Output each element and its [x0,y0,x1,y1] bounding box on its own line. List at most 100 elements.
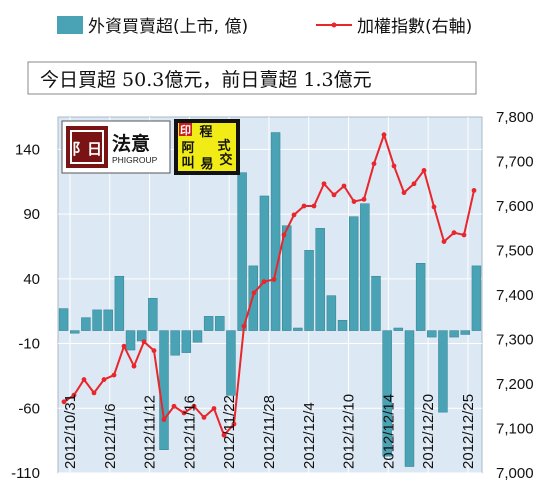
line-point [201,414,207,420]
line-point [271,277,277,282]
x-tick-label: 2012/10/31 [62,394,79,469]
line-point [91,390,97,396]
line-point [101,377,107,382]
bar [192,330,203,343]
line-point [361,196,367,202]
x-tick-label: 2012/12/4 [301,402,318,469]
left-tick-label: -110 [11,465,40,482]
line-point [341,183,347,189]
program-trading-logo: 印 程 阿 式 叫 交 易 [174,119,240,175]
bar [293,327,303,331]
left-axis: 140 90 40 -10 -60 -110 [11,141,40,482]
line-point [151,348,157,354]
bar [270,132,281,331]
bar [371,275,381,331]
phigroup-logo: 阝日 法意 PHIGROUP [61,120,171,174]
x-tick-label: 2012/11/22 [221,395,238,469]
line-point [431,204,437,210]
bar [427,330,437,338]
bar [259,195,270,331]
line-point [131,363,137,369]
x-tick-label: 2012/12/25 [460,394,477,469]
logo2-char-2: 阿 [181,141,194,156]
bar [282,225,292,331]
bar [159,330,169,450]
x-tick-label: 2012/12/20 [420,394,437,469]
line-point [301,203,307,209]
bar [348,216,359,331]
bar [404,330,415,467]
phigroup-sub: PHIGROUP [112,155,158,165]
legend-line-label: 加權指數(右軸) [357,17,472,37]
line-point [291,212,297,218]
line-point [451,230,457,236]
x-tick-label: 2012/11/28 [261,395,278,469]
phigroup-mark-text: 阝日 [72,140,102,158]
bar [415,263,426,331]
bar [360,203,370,331]
line-point [471,188,477,193]
bar [203,316,214,331]
line-point [311,203,317,209]
logo2-char-4: 叫 [181,155,194,171]
bar [237,172,247,331]
line-point [281,232,287,238]
line-point [461,232,467,238]
bar [315,228,325,331]
bar [393,327,404,331]
line-point [71,392,77,398]
x-tick-label: 2012/12/10 [341,394,358,469]
line-point [111,372,117,378]
phigroup-name: 法意 [112,132,150,155]
legend-bar-swatch [57,16,83,34]
line-point [171,403,177,409]
right-axis: 7,800 7,700 7,600 7,500 7,400 7,300 7,200 7,100… [496,109,534,482]
right-tick-label: 7,200 [496,376,534,393]
right-tick-label: 7,100 [496,421,534,438]
bar [170,330,180,356]
line-series [61,131,477,438]
bar [70,330,80,334]
line-point [81,377,87,382]
line-point [421,168,427,173]
bar [114,275,125,331]
line-point [441,239,447,245]
bar [92,309,102,331]
logo2-char-1: 程 [199,125,212,140]
phigroup-mark-icon [66,126,108,168]
line-point [121,343,127,349]
left-tick-label: 40 [23,271,40,288]
legend: 外資買賣超(上市, 億) 加權指數(右軸) [57,16,472,37]
line-point [231,421,237,427]
logo2-char-6: 易 [200,157,213,172]
logo2-char-0: 印 [180,124,191,137]
line-point [391,163,397,169]
bar [148,297,158,331]
right-tick-label: 7,800 [496,109,534,126]
bar [460,330,470,335]
line-point [261,279,267,285]
headline-box: 今日買超 50.3億元，前日賣超 1.3億元 [27,61,477,95]
line-point [221,432,227,438]
line-point [411,181,417,187]
headline-text: 今日買超 50.3億元，前日賣超 1.3億元 [40,69,372,91]
legend-bar-label: 外資買賣超(上市, 億) [88,17,248,37]
right-tick-label: 7,500 [496,243,534,260]
bar [181,330,192,353]
bar [103,309,113,331]
bar [125,330,136,351]
line-point [161,417,167,422]
bar [136,330,147,342]
line-point [381,132,387,138]
line-point [61,399,67,405]
line-point [181,410,187,416]
bar-series [58,132,482,467]
line-point [351,199,357,204]
line-point [211,406,217,411]
x-tick-label: 2012/12/14 [380,394,397,469]
bar [337,319,348,331]
line-point [251,290,257,296]
bar [304,250,314,331]
line-point [321,181,327,187]
